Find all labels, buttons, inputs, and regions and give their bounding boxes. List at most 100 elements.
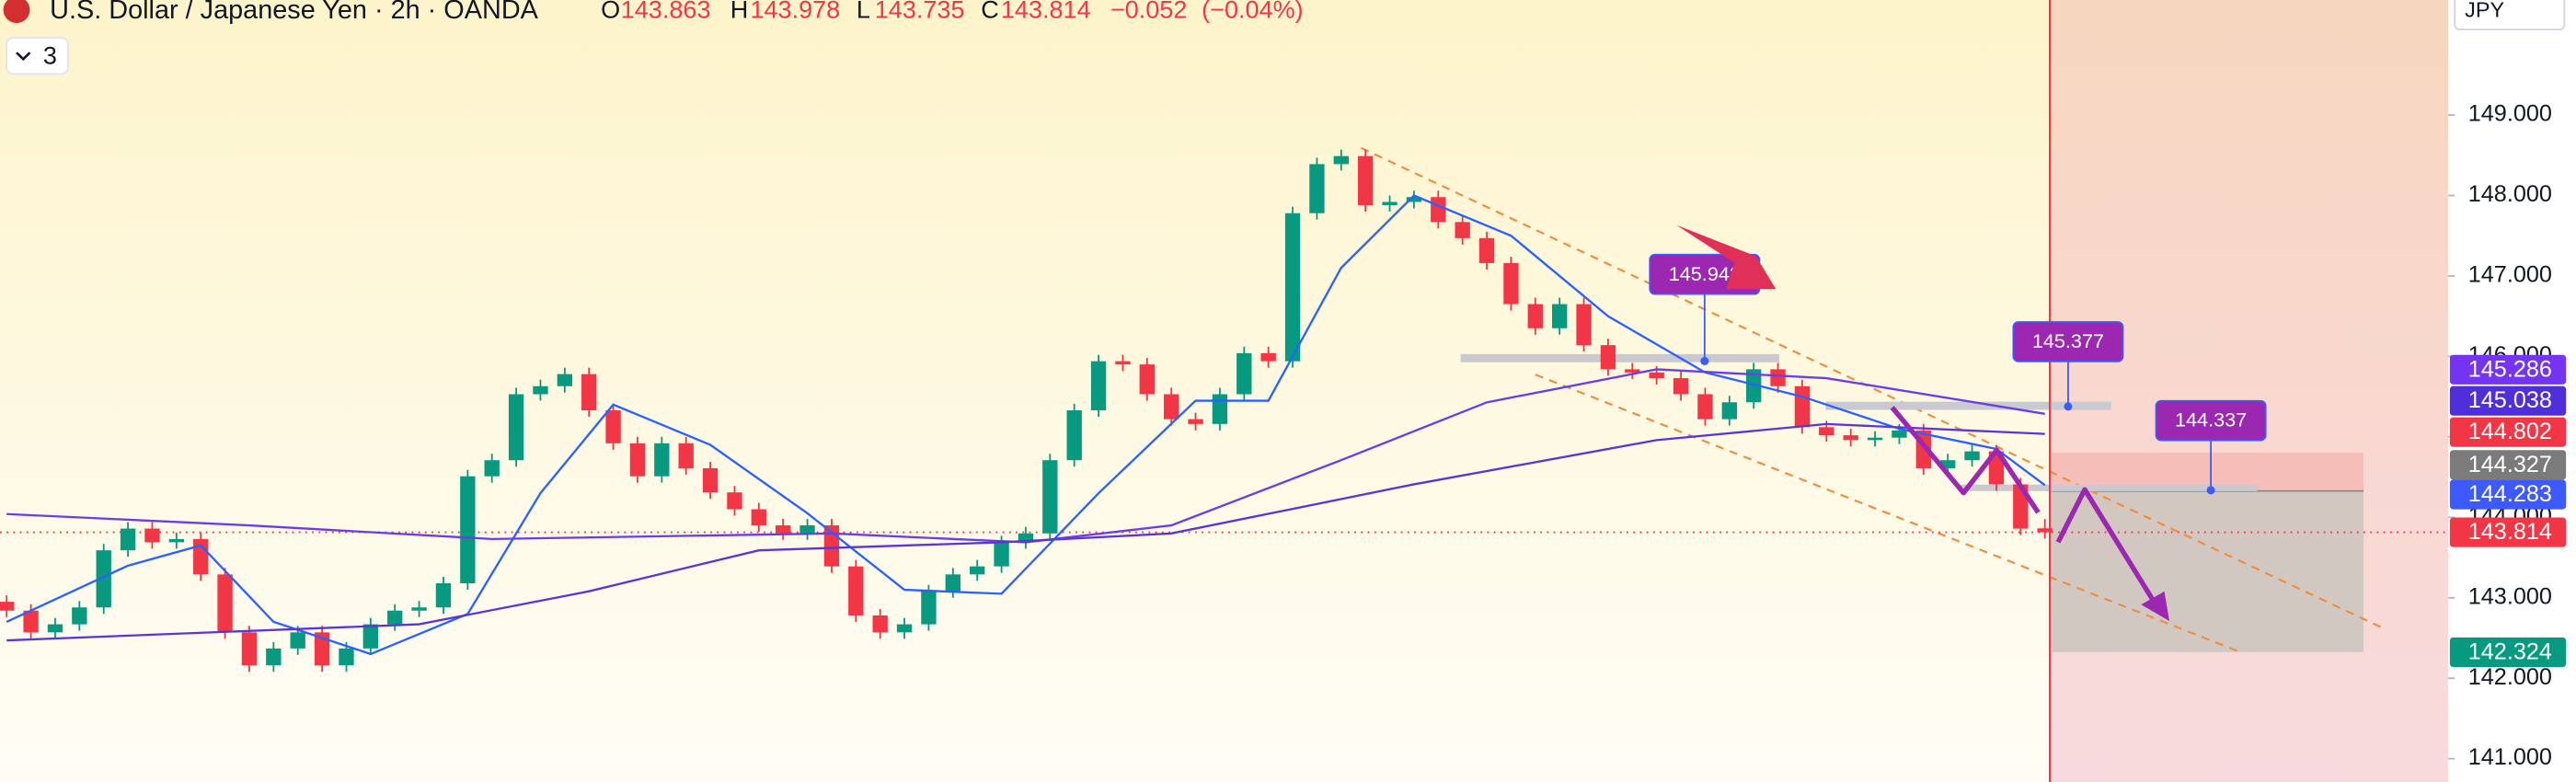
candle-body [1309, 164, 1325, 213]
price-tag [2449, 517, 2567, 547]
callout-point [1700, 357, 1709, 365]
candle-body [678, 443, 694, 468]
candle-body [702, 467, 719, 493]
candle-body [872, 615, 888, 633]
candle-body [0, 602, 15, 611]
candle-body [1018, 533, 1034, 543]
candle-body [1746, 369, 1762, 403]
ohlc-value: 143.978 [750, 0, 840, 24]
callout-point [2064, 402, 2073, 411]
candle-body [1552, 304, 1568, 328]
y-tick-label: 148.000 [2468, 181, 2552, 207]
candle-body [1697, 394, 1713, 420]
candle-body [411, 607, 427, 611]
price-tag-label: 143.814 [2468, 519, 2552, 545]
candle-body [654, 443, 670, 477]
candle-body [848, 566, 864, 615]
candle-body [581, 374, 597, 410]
indicator-toggle[interactable] [6, 37, 69, 75]
price-tag-label: 142.324 [2468, 639, 2552, 665]
candle-body [896, 624, 913, 633]
candle-body [1843, 435, 1858, 441]
callout-label: 145.942 [1669, 263, 1741, 285]
ohlc-key: O [601, 0, 620, 24]
candle-body [96, 550, 111, 608]
candle-body [557, 374, 573, 386]
callout-point [2206, 486, 2215, 495]
currency-box[interactable] [2454, 0, 2566, 31]
plot-background [0, 0, 2449, 782]
candle-body [435, 583, 452, 608]
candle-body [1794, 385, 1811, 428]
candle-body [1673, 378, 1689, 395]
trend-drawings [1360, 0, 2383, 782]
candle-body [1625, 369, 1640, 373]
candle-body [314, 632, 330, 666]
price-tag [2449, 450, 2567, 480]
candle-body [484, 460, 500, 477]
candle-body [945, 574, 961, 592]
candle-body [994, 542, 1009, 567]
candle-body [168, 538, 185, 543]
candle-body [970, 566, 985, 575]
candle-body [266, 648, 282, 666]
candle-body [605, 409, 621, 443]
y-tick-label: 149.000 [2468, 101, 2552, 127]
callout-label: 144.337 [2175, 409, 2247, 431]
candle-body [1382, 201, 1397, 205]
ohlc-key: H [730, 0, 749, 24]
moving-average [6, 422, 2045, 642]
candle-body [1455, 222, 1470, 238]
candle-body [629, 443, 646, 477]
candle-body [921, 591, 937, 625]
path-arrow [2055, 487, 2160, 610]
candle-body [1333, 155, 1349, 165]
candle-body [144, 528, 160, 543]
price-tag [2449, 354, 2567, 385]
price-tag [2449, 417, 2567, 447]
candle-body [1576, 304, 1592, 346]
header: U.S. Dollar / Japanese Yen · 2h · OANDA … [3, 0, 2566, 75]
candle-body [339, 648, 354, 666]
price-axis: 141.000142.000143.000144.000145.000146.0… [2448, 101, 2567, 770]
callout-box [2012, 321, 2124, 362]
candle-body [533, 385, 548, 395]
candle-body [362, 624, 379, 649]
channel-lower [1535, 374, 2241, 653]
candle-body [1964, 451, 1980, 461]
price-tag-label: 145.286 [2468, 356, 2552, 382]
candle-body [1819, 427, 1834, 436]
ohlc-key: C [981, 0, 999, 24]
candle-body [1090, 361, 1107, 410]
candle-body [47, 624, 63, 633]
channel-upper [1360, 146, 2383, 629]
candle-body [751, 509, 767, 526]
callout-box [2155, 399, 2267, 442]
candle-body [508, 394, 524, 461]
moving-average [6, 368, 2045, 544]
overlays: 145.942 145.377 144.337 [6, 194, 2267, 656]
chevron-icon [16, 52, 31, 62]
candle-body [1721, 402, 1737, 420]
arrows [1676, 224, 2169, 621]
candles [0, 149, 2053, 673]
y-tick-label: 143.000 [2468, 583, 2552, 609]
candle-body [387, 610, 403, 625]
price-tag [2449, 385, 2567, 416]
candle-body [1600, 345, 1616, 370]
y-tick-label: 142.000 [2468, 664, 2552, 690]
symbol-title: U.S. Dollar / Japanese Yen · 2h · OANDA [50, 0, 539, 25]
candle-body [1164, 394, 1179, 420]
moving-average [6, 194, 2046, 656]
change-percent: (−0.04%) [1202, 0, 1303, 24]
callout-label: 145.377 [2032, 330, 2104, 352]
candle-body [799, 525, 815, 534]
candle-body [1867, 437, 1883, 441]
candle-body [1649, 372, 1664, 379]
price-tag [2449, 637, 2567, 667]
candle-body [1503, 262, 1519, 305]
candle-body [1284, 213, 1301, 362]
ohlc-key: L [857, 0, 870, 24]
